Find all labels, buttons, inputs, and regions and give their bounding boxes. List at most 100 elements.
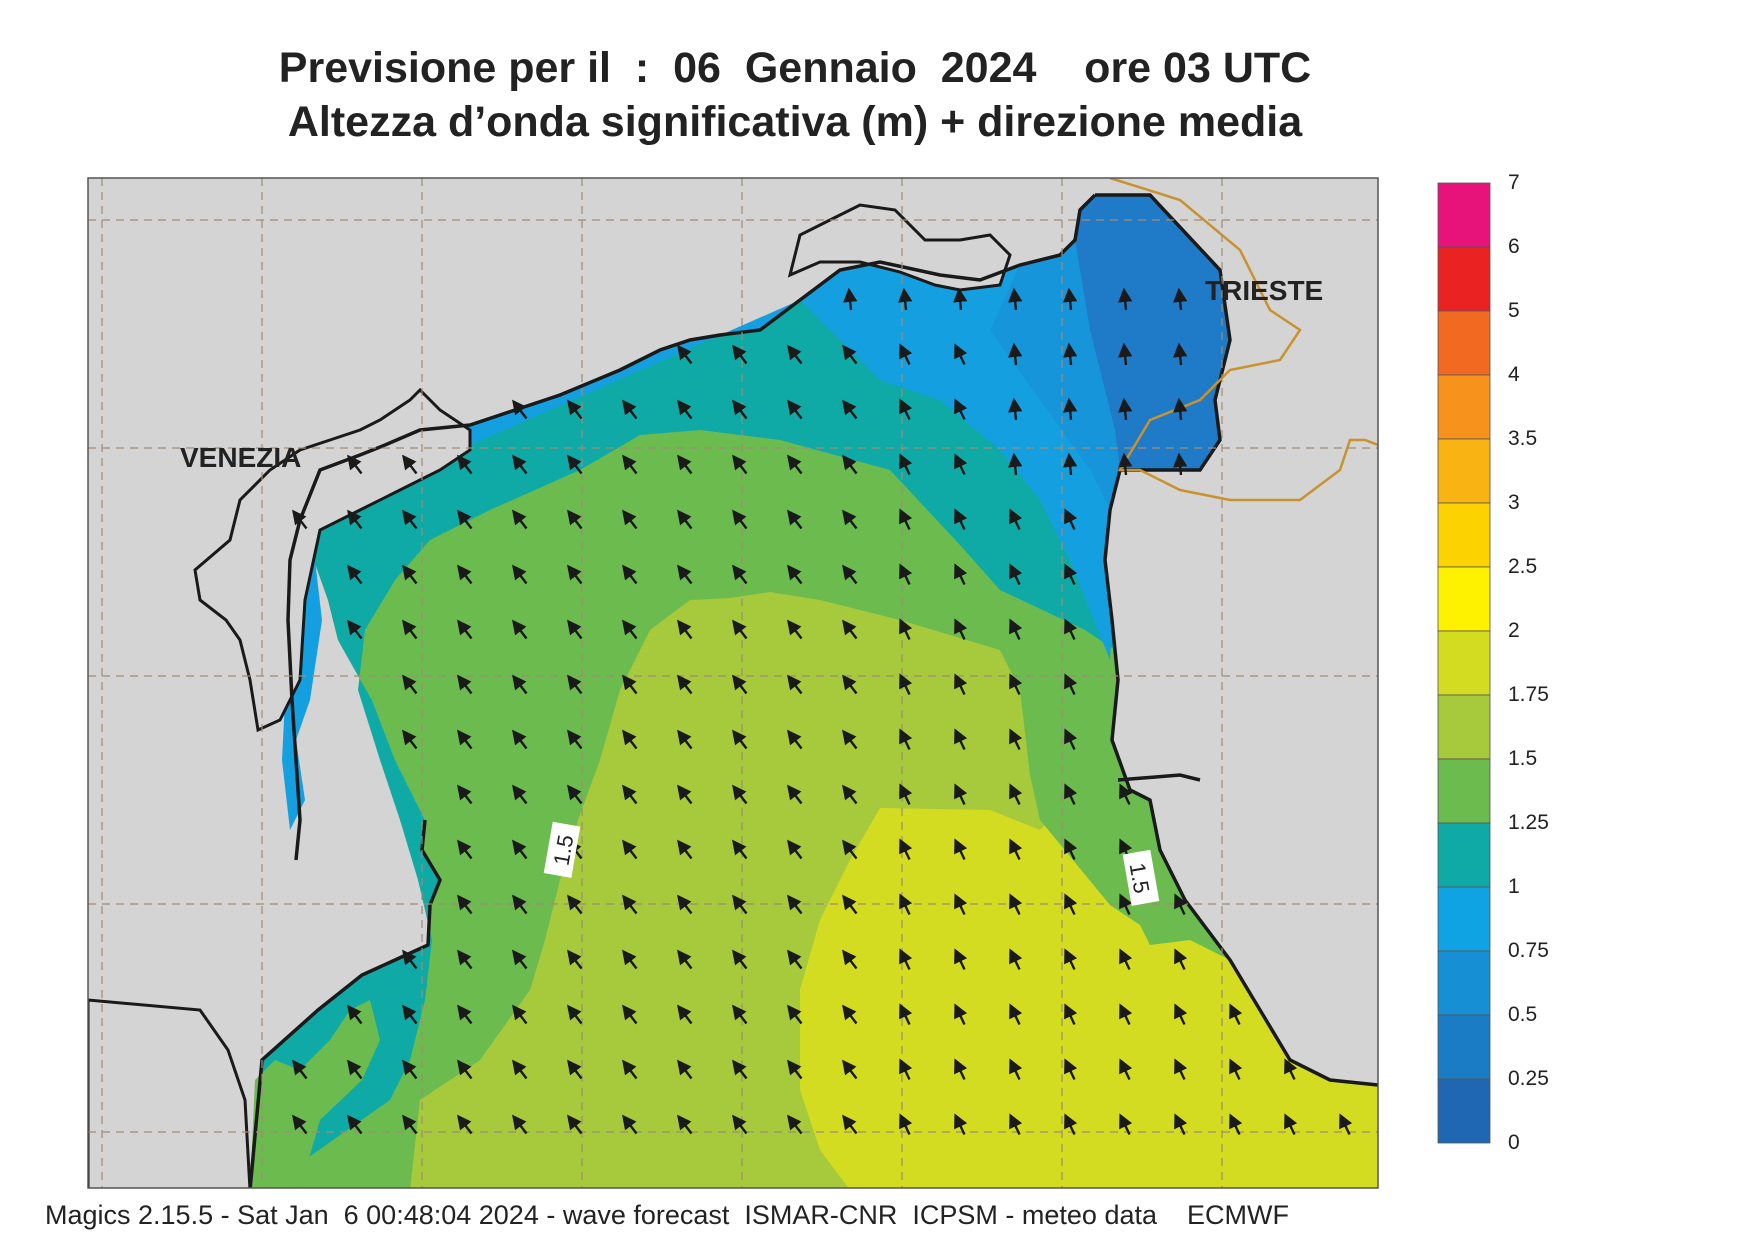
wave-direction-arrow bbox=[1009, 1058, 1023, 1081]
wave-direction-arrow bbox=[732, 674, 748, 695]
wave-direction-arrow bbox=[954, 453, 968, 476]
wave-direction-arrow bbox=[787, 619, 803, 640]
colorbar-label: 0.25 bbox=[1508, 1067, 1549, 1090]
colorbar-swatch bbox=[1437, 1014, 1491, 1080]
colorbar-swatch bbox=[1437, 1078, 1491, 1144]
wave-direction-arrow bbox=[457, 729, 473, 750]
wave-direction-arrow bbox=[843, 287, 858, 311]
wave-direction-arrow bbox=[732, 949, 748, 970]
land-venice-lagoon bbox=[193, 387, 472, 733]
wave-direction-arrow bbox=[898, 287, 913, 311]
wave-direction-arrow bbox=[954, 398, 968, 421]
wave-direction-arrow bbox=[292, 1059, 308, 1080]
wave-direction-arrow bbox=[677, 894, 693, 915]
wave-direction-arrow bbox=[512, 1004, 528, 1025]
wave-direction-arrow bbox=[512, 509, 528, 530]
wave-direction-arrow bbox=[1118, 452, 1133, 476]
wave-direction-arrow bbox=[677, 729, 693, 750]
wave-direction-arrow bbox=[347, 1114, 363, 1135]
colorbar-label: 4 bbox=[1508, 363, 1520, 386]
colorbar bbox=[1437, 182, 1491, 1144]
wave-direction-arrow bbox=[899, 453, 913, 476]
wave-direction-arrow bbox=[677, 399, 693, 420]
wave-direction-arrow bbox=[1008, 397, 1023, 421]
wave-direction-arrow bbox=[787, 564, 803, 585]
wave-direction-arrow bbox=[1008, 452, 1023, 476]
map-frame bbox=[87, 177, 1379, 1189]
wave-direction-arrow bbox=[567, 729, 583, 750]
wave-direction-arrow bbox=[567, 619, 583, 640]
wave-direction-arrow bbox=[899, 728, 913, 751]
wave-direction-arrow bbox=[787, 454, 803, 475]
wave-direction-arrow bbox=[1174, 948, 1188, 971]
wave-direction-arrow bbox=[1174, 1058, 1188, 1081]
wave-direction-arrow bbox=[512, 729, 528, 750]
wave-direction-arrow bbox=[954, 563, 968, 586]
colorbar-label: 2.5 bbox=[1508, 555, 1538, 578]
wave-direction-arrow bbox=[1063, 397, 1078, 421]
wave-direction-arrow bbox=[732, 564, 748, 585]
wave-direction-arrow bbox=[677, 454, 693, 475]
wave-direction-arrow bbox=[1009, 893, 1023, 916]
wave-direction-arrow bbox=[899, 508, 913, 531]
wave-direction-arrow bbox=[1173, 397, 1188, 421]
wave-direction-arrow bbox=[954, 948, 968, 971]
wave-direction-arrow bbox=[732, 509, 748, 530]
wave-direction-arrow bbox=[347, 509, 363, 530]
wave-direction-arrow bbox=[1063, 342, 1078, 366]
wave-direction-arrow bbox=[567, 564, 583, 585]
colorbar-label: 3 bbox=[1508, 491, 1520, 514]
wave-direction-arrow bbox=[732, 1114, 748, 1135]
wave-direction-arrow bbox=[677, 619, 693, 640]
wave-direction-arrow bbox=[622, 1059, 638, 1080]
wave-direction-arrow bbox=[1009, 1003, 1023, 1026]
wave-direction-arrow bbox=[899, 343, 913, 366]
wave-direction-arrow bbox=[622, 949, 638, 970]
wave-direction-arrow bbox=[1009, 563, 1023, 586]
wave-direction-arrow bbox=[567, 1004, 583, 1025]
colorbar-swatch bbox=[1437, 630, 1491, 696]
wave-direction-arrow bbox=[402, 729, 418, 750]
wave-direction-arrow bbox=[1174, 1113, 1188, 1136]
wave-direction-arrow bbox=[899, 948, 913, 971]
wave-direction-arrow bbox=[567, 399, 583, 420]
wave-direction-arrow bbox=[787, 1114, 803, 1135]
wave-direction-arrow bbox=[512, 1059, 528, 1080]
wave-direction-arrow bbox=[402, 949, 418, 970]
colorbar-label: 2 bbox=[1508, 619, 1520, 642]
wave-direction-arrow bbox=[842, 564, 858, 585]
wave-direction-arrow bbox=[677, 344, 693, 365]
colorbar-label: 3.5 bbox=[1508, 427, 1538, 450]
coastline-north bbox=[298, 193, 1097, 521]
colorbar-label: 0.75 bbox=[1508, 939, 1549, 962]
sea-zone-southwest bbox=[250, 1000, 380, 1188]
wave-direction-arrow bbox=[732, 454, 748, 475]
wave-direction-arrow bbox=[954, 1058, 968, 1081]
wave-direction-arrow bbox=[457, 619, 473, 640]
wave-direction-arrow bbox=[1119, 893, 1133, 916]
land-po-delta bbox=[88, 998, 252, 1188]
wave-direction-arrow bbox=[1173, 342, 1188, 366]
wave-direction-arrow bbox=[787, 729, 803, 750]
wave-direction-arrow bbox=[732, 894, 748, 915]
colorbar-swatch bbox=[1437, 438, 1491, 504]
wave-direction-arrow bbox=[677, 1059, 693, 1080]
wave-direction-arrow bbox=[842, 509, 858, 530]
colorbar-swatch bbox=[1437, 374, 1491, 440]
contour-label-1: 1.5 bbox=[543, 821, 581, 878]
wave-direction-arrow bbox=[1064, 618, 1078, 641]
wave-direction-arrow bbox=[622, 564, 638, 585]
wave-direction-arrow bbox=[567, 949, 583, 970]
wave-direction-arrow bbox=[512, 674, 528, 695]
sea-zone-0-75-1 bbox=[300, 195, 1230, 660]
wave-direction-arrow bbox=[842, 1114, 858, 1135]
wave-direction-arrow bbox=[1009, 673, 1023, 696]
wave-direction-arrow bbox=[512, 1114, 528, 1135]
wave-direction-arrow bbox=[1009, 728, 1023, 751]
wave-direction-arrow bbox=[842, 399, 858, 420]
wave-direction-arrow bbox=[1284, 1113, 1298, 1136]
wave-direction-arrow bbox=[402, 619, 418, 640]
wave-direction-arrow bbox=[622, 1114, 638, 1135]
wave-direction-arrow bbox=[1119, 1113, 1133, 1136]
wave-direction-arrow bbox=[512, 949, 528, 970]
